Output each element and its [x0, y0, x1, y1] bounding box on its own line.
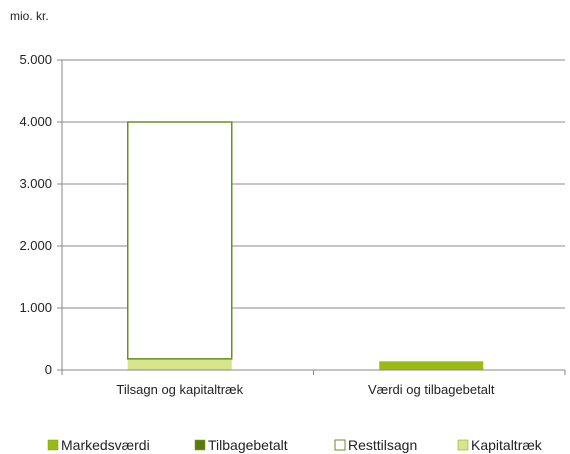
x-tick-labels: Tilsagn og kapitaltræk Værdi og tilbagebe…: [116, 382, 494, 397]
legend-label: Kapitaltræk: [471, 437, 543, 453]
x-axis-ticks: [61, 370, 566, 375]
y-unit-label: mio. kr.: [10, 9, 49, 23]
legend-swatch: [47, 439, 59, 451]
x-tick-label: Tilsagn og kapitaltræk: [116, 382, 243, 397]
y-tick-label: 3.000: [19, 176, 52, 191]
legend-swatch: [194, 439, 206, 451]
y-tick-label: 0: [45, 362, 52, 377]
y-tick-label: 1.000: [19, 300, 52, 315]
bar-markedsværdi-2: [379, 361, 484, 370]
y-tick-label: 4.000: [19, 114, 52, 129]
legend-swatch: [334, 439, 346, 451]
x-tick-label: Værdi og tilbagebetalt: [368, 382, 495, 397]
bars: [127, 121, 484, 370]
y-tick-label: 5.000: [19, 52, 52, 67]
legend-label: Resttilsagn: [348, 437, 417, 453]
legend: Markedsværdi Tilbagebetalt Resttilsagn Kapi…: [47, 437, 543, 453]
y-tick-labels: 0 1.000 2.000 3.000 4.000 5.000: [19, 52, 62, 377]
legend-label: Tilbagebetalt: [208, 437, 288, 453]
bar-kapitaltræk-1: [127, 358, 232, 370]
legend-label: Markedsværdi: [61, 437, 150, 453]
y-tick-label: 2.000: [19, 238, 52, 253]
bar-resttilsagn-1: [127, 121, 233, 360]
legend-swatch: [457, 439, 469, 451]
